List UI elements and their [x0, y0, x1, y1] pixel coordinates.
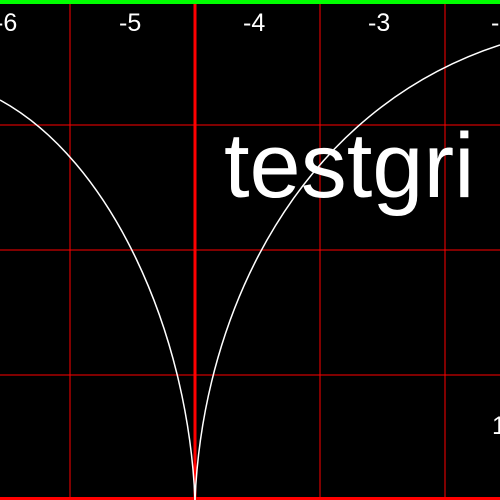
edge-glyph: 1: [492, 412, 500, 440]
tick-label: -4: [243, 9, 265, 37]
tick-label: -5: [119, 9, 141, 37]
left-curve: [0, 99, 196, 500]
testgrid-title: testgri: [224, 115, 475, 217]
tick-label: -6: [0, 9, 17, 37]
tick-label: -: [491, 9, 499, 37]
tick-label: -3: [368, 9, 390, 37]
right-curve: [194, 44, 500, 500]
tick-labels: -6 -5 -4 -3 -: [0, 9, 499, 37]
